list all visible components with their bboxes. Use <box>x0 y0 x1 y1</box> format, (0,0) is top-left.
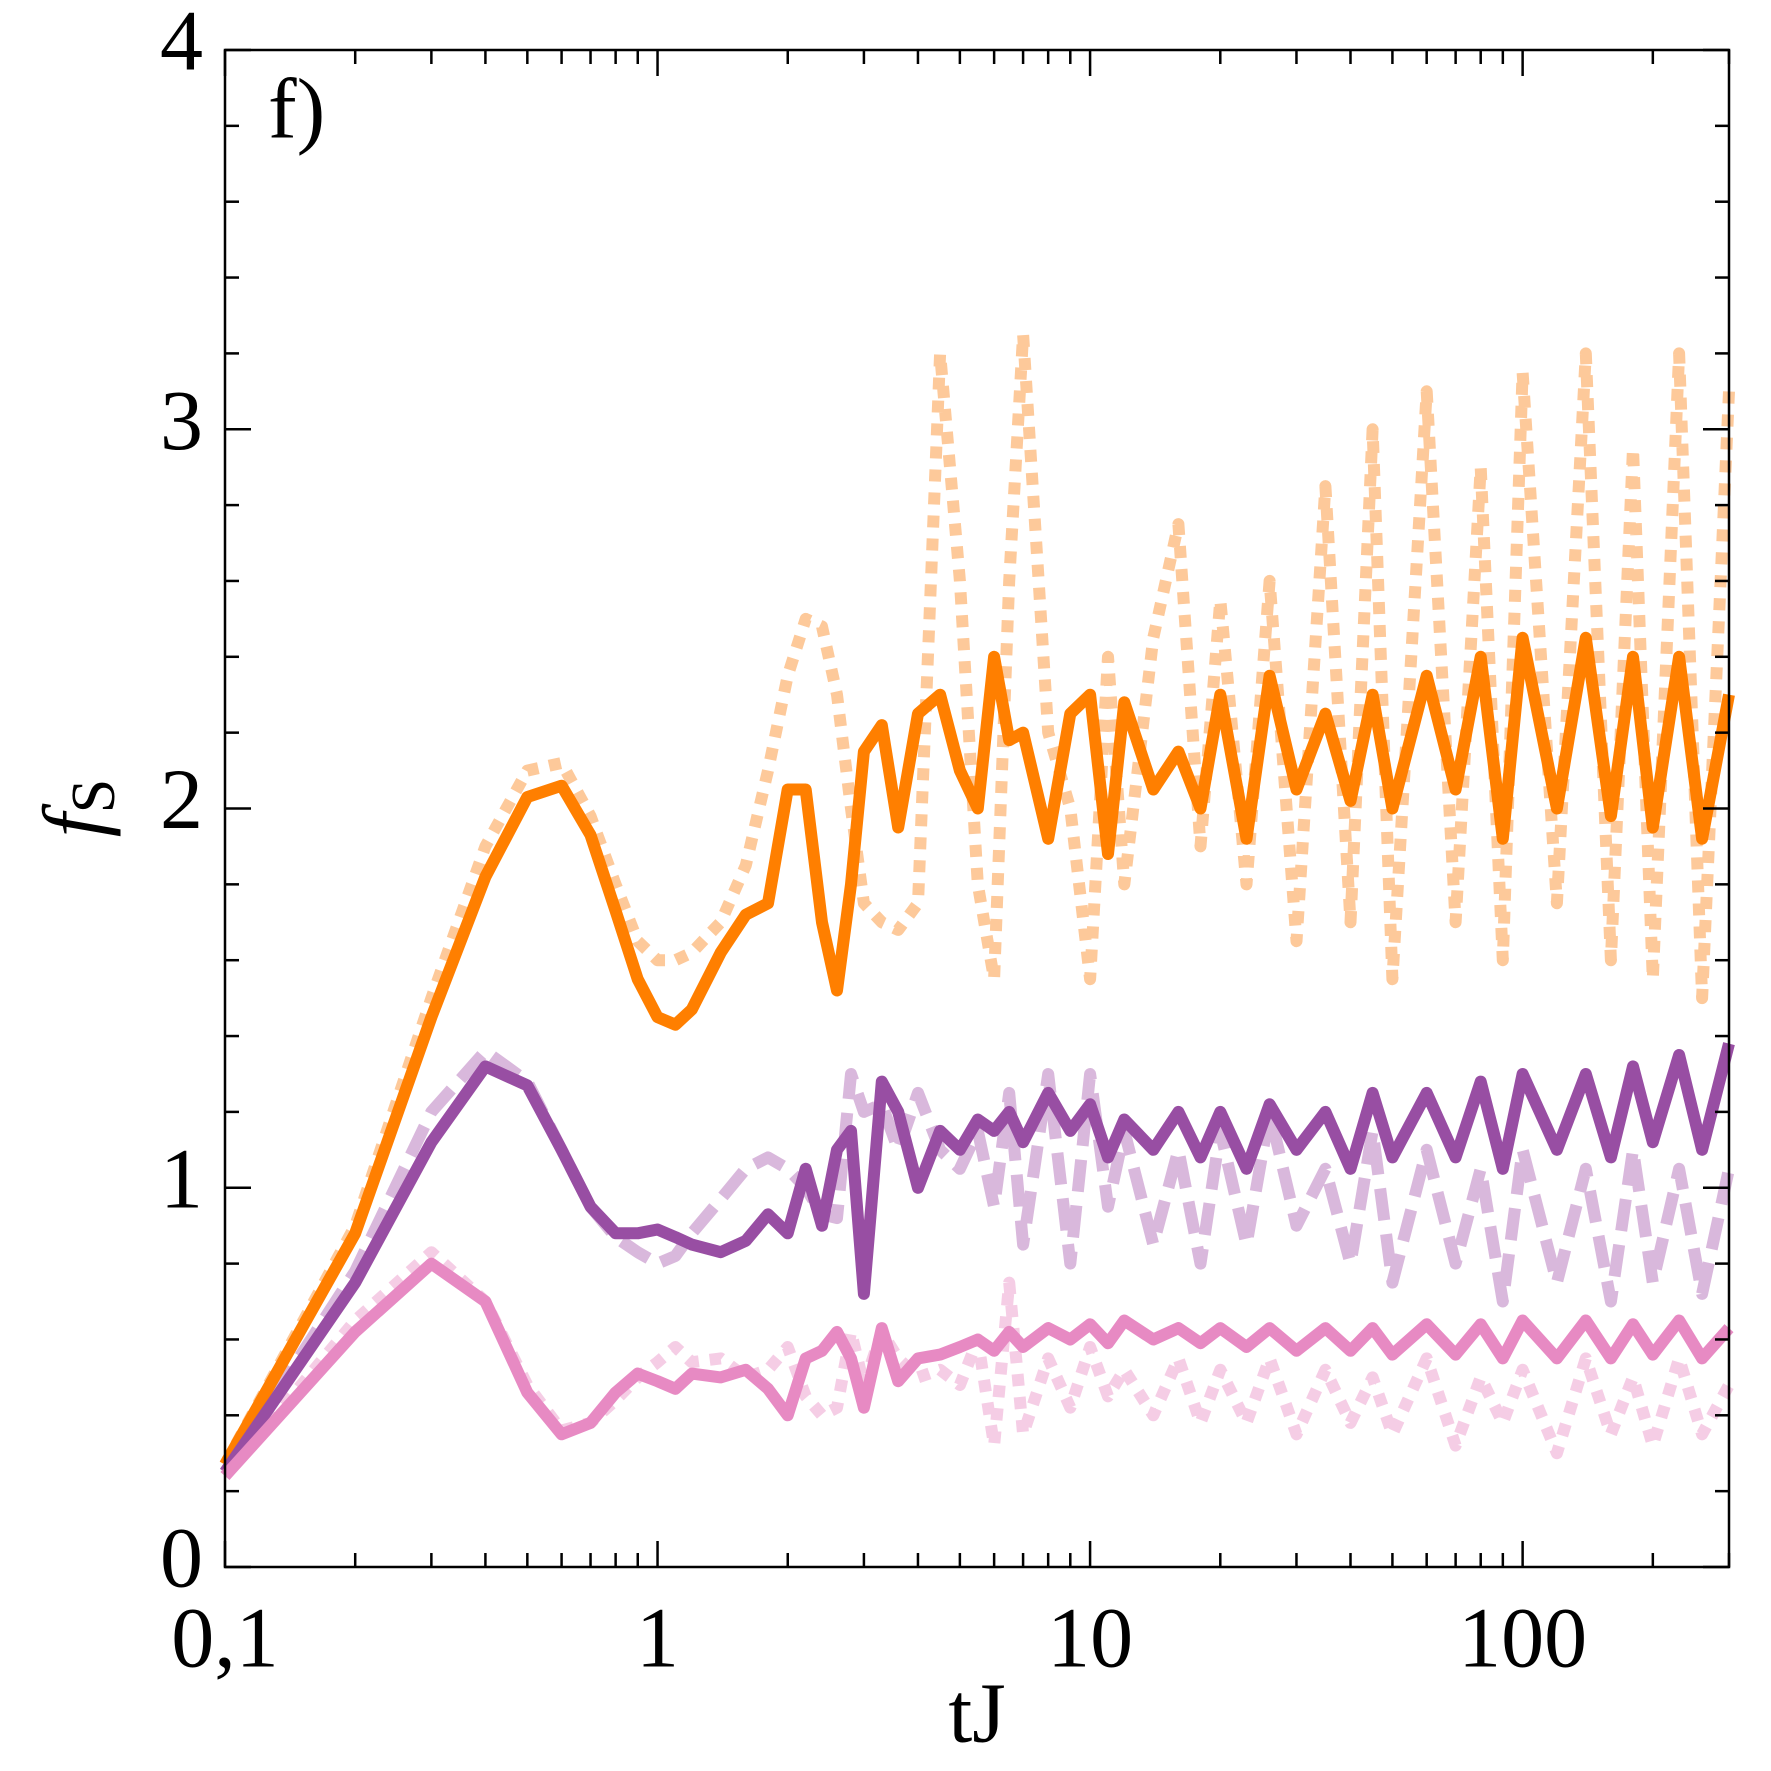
series-line <box>219 1045 1735 1476</box>
y-tick-label: 1 <box>160 1130 203 1226</box>
x-tick-label: 0,1 <box>171 1590 279 1686</box>
y-axis-label-subscript: S <box>60 779 128 813</box>
series-line <box>219 631 1735 1468</box>
series-line <box>220 1042 1735 1476</box>
y-tick-label: 2 <box>160 751 203 847</box>
x-tick-label: 1 <box>636 1590 679 1686</box>
series-line <box>220 1257 1734 1481</box>
y-tick-label: 0 <box>160 1510 203 1606</box>
series-line <box>219 328 1735 1468</box>
x-tick-label: 10 <box>1047 1590 1133 1686</box>
panel-annotation: f) <box>268 61 325 157</box>
y-tick-label: 3 <box>160 372 203 468</box>
y-axis-label: fS <box>25 779 129 837</box>
series-line <box>220 1246 1735 1480</box>
y-tick-label: 4 <box>160 0 203 89</box>
x-axis-label: tJ <box>948 1665 1005 1761</box>
x-tick-label: 100 <box>1458 1590 1587 1686</box>
